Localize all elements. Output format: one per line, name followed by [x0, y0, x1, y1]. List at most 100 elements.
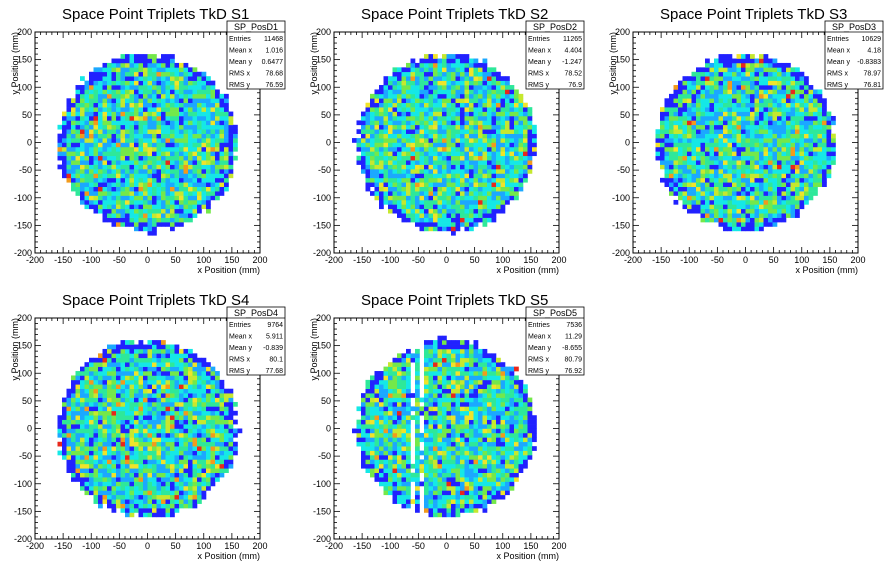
heatmap-bin	[469, 208, 474, 214]
heatmap-bin	[392, 155, 398, 161]
heatmap-bin	[143, 107, 148, 112]
heatmap-bin	[669, 138, 674, 143]
heatmap-bin	[165, 208, 171, 214]
heatmap-bin	[705, 208, 710, 214]
heatmap-bin	[415, 85, 420, 90]
heatmap-bin	[111, 182, 117, 187]
heatmap-bin	[71, 98, 76, 104]
heatmap-bin	[469, 93, 474, 99]
heatmap-bin	[482, 98, 488, 104]
heatmap-bin	[57, 146, 63, 152]
heatmap-bin	[111, 213, 117, 218]
heatmap-bin	[224, 151, 229, 157]
heatmap-bin	[80, 102, 85, 108]
heatmap-bin	[469, 173, 474, 179]
heatmap-bin	[102, 477, 108, 482]
heatmap-bin	[183, 133, 189, 139]
heatmap-bin	[655, 146, 661, 152]
heatmap-bin	[397, 102, 402, 108]
heatmap-bin	[727, 67, 733, 73]
heatmap-bin	[156, 115, 162, 121]
heatmap-bin	[768, 138, 773, 143]
heatmap-bin	[138, 124, 144, 130]
heatmap-bin	[741, 213, 746, 218]
heatmap-bin	[120, 406, 126, 412]
heatmap-bin	[687, 155, 692, 161]
heatmap-bin	[197, 182, 202, 187]
heatmap-bin	[826, 138, 832, 143]
heatmap-bin	[446, 155, 452, 161]
heatmap-bin	[210, 89, 216, 95]
heatmap-bin	[80, 441, 85, 447]
heatmap-bin	[107, 173, 112, 179]
heatmap-bin	[156, 208, 162, 214]
heatmap-bin	[822, 138, 827, 143]
heatmap-bin	[98, 151, 103, 157]
heatmap-bin	[107, 217, 112, 223]
heatmap-bin	[111, 441, 117, 447]
heatmap-bin	[89, 455, 94, 460]
heatmap-bin	[759, 71, 764, 77]
heatmap-bin	[817, 120, 823, 126]
heatmap-bin	[696, 208, 701, 214]
heatmap-bin	[143, 217, 148, 223]
heatmap-bin	[509, 191, 515, 196]
heatmap-bin	[781, 173, 787, 179]
heatmap-bin	[709, 186, 715, 192]
heatmap-bin	[156, 173, 162, 179]
heatmap-bin	[102, 450, 108, 456]
heatmap-bin	[129, 424, 135, 429]
heatmap-bin	[750, 142, 755, 148]
heatmap-bin	[107, 67, 112, 73]
heatmap-bin	[129, 499, 135, 504]
heatmap-bin	[224, 138, 229, 143]
heatmap-bin	[129, 503, 135, 509]
heatmap-bin	[138, 371, 144, 376]
heatmap-bin	[179, 173, 184, 179]
heatmap-bin	[795, 151, 800, 157]
heatmap-bin	[817, 146, 823, 152]
heatmap-bin	[523, 129, 528, 134]
heatmap-bin	[745, 71, 751, 77]
heatmap-bin	[487, 138, 492, 143]
heatmap-bin	[727, 71, 733, 77]
heatmap-bin	[687, 98, 692, 104]
heatmap-bin	[514, 124, 519, 130]
heatmap-bin	[397, 173, 402, 179]
heatmap-bin	[419, 204, 425, 210]
heatmap-bin	[120, 146, 126, 152]
heatmap-bin	[152, 67, 157, 73]
heatmap-bin	[745, 199, 751, 205]
heatmap-bin	[125, 98, 130, 104]
heatmap-bin	[781, 213, 787, 218]
heatmap-bin	[397, 124, 402, 130]
heatmap-bin	[197, 204, 202, 210]
heatmap-bin	[143, 446, 148, 451]
heatmap-bin	[361, 115, 366, 121]
heatmap-bin	[518, 142, 524, 148]
heatmap-bin	[768, 98, 773, 104]
heatmap-bin	[682, 124, 688, 130]
heatmap-bin	[464, 138, 470, 143]
heatmap-bin	[120, 424, 126, 429]
heatmap-bin	[107, 124, 112, 130]
heatmap-bin	[428, 124, 434, 130]
heatmap-bin	[687, 124, 692, 130]
heatmap-bin	[741, 102, 746, 108]
heatmap-bin	[143, 371, 148, 376]
heatmap-bin	[129, 191, 135, 196]
heatmap-bin	[500, 107, 506, 112]
heatmap-bin	[89, 146, 94, 152]
heatmap-bin	[790, 160, 796, 165]
heatmap-bin	[138, 455, 144, 460]
heatmap-bin	[183, 71, 189, 77]
heatmap-bin	[687, 102, 692, 108]
heatmap-bin	[732, 138, 737, 143]
heatmap-bin	[790, 208, 796, 214]
heatmap-bin	[518, 124, 524, 130]
heatmap-bin	[786, 208, 791, 214]
heatmap-bin	[93, 379, 99, 385]
heatmap-bin	[143, 459, 148, 465]
heatmap-bin	[705, 62, 710, 68]
heatmap-bin	[500, 177, 506, 183]
